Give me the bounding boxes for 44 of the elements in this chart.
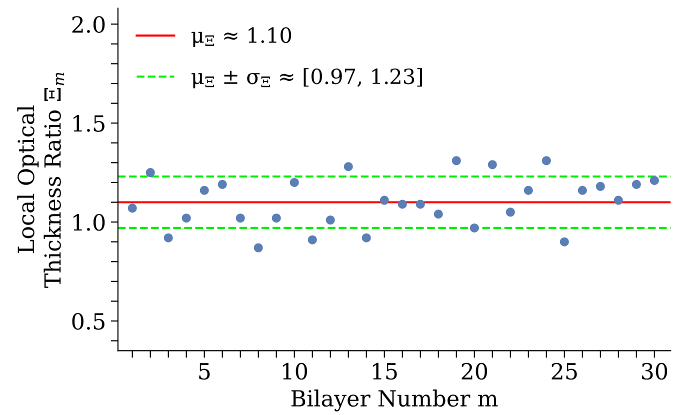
point [380,196,389,205]
x-tick-label: 10 [282,362,308,380]
point [614,196,623,205]
point [632,180,641,189]
x-tick-label: 30 [642,362,668,380]
y-tick-label: 1.0 [74,214,105,231]
point [272,214,281,223]
point [218,180,227,189]
point [416,200,425,209]
point [470,223,479,232]
point [326,216,335,225]
y-tick-label: 1.5 [74,115,104,132]
point [488,160,497,170]
point [254,243,263,252]
point [344,162,353,172]
point [398,200,407,209]
point [542,156,551,166]
point [560,237,569,246]
point [524,186,533,195]
point [128,204,137,213]
point [146,168,155,178]
point [434,210,443,219]
y-tick-label: 2.0 [72,16,105,33]
y-axis-title: Local Optical Thickness Ratio Ξ$_{m}$ [17,72,64,288]
point [578,186,587,195]
point [596,182,605,191]
point [362,233,371,242]
legend-label: μ$_{Ξ}$ ≈ 1.10 [192,27,292,48]
x-tick-label: 25 [552,362,577,380]
y-tick-label: 0.5 [72,312,104,330]
legend-label: μ$_{Ξ}$ ± σ$_{Ξ}$ ≈ [0.97, 1.23] [192,68,422,88]
point [452,156,461,166]
point [308,235,317,244]
x-tick-label: 15 [372,362,397,380]
point [290,178,299,187]
x-tick-label: 5 [199,363,210,380]
x-tick-label: 20 [462,362,488,380]
point [200,186,209,195]
x-axis-title: Bilayer Number m [291,390,498,412]
point [236,214,245,223]
point [164,233,173,242]
point [506,208,515,217]
point [650,176,659,185]
point [182,214,191,223]
